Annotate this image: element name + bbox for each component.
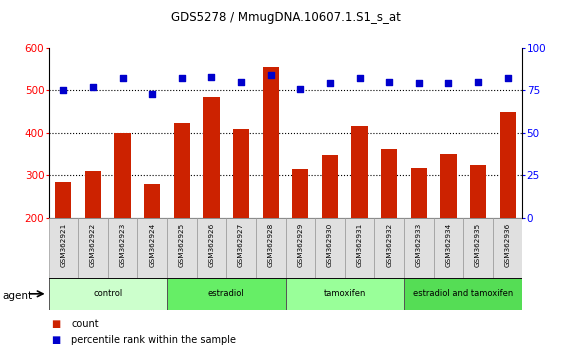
Bar (404, 218, 433, 278)
Bar (226, 218, 256, 278)
Bar (203, 97, 220, 218)
Bar (49, 278, 167, 310)
Text: control: control (93, 289, 122, 298)
Bar (167, 218, 196, 278)
Bar (411, 168, 427, 218)
Bar (433, 218, 463, 278)
Point (207, 74, 216, 80)
Bar (286, 218, 315, 278)
Text: GDS5278 / MmugDNA.10607.1.S1_s_at: GDS5278 / MmugDNA.10607.1.S1_s_at (171, 11, 400, 24)
Point (89, 84, 98, 90)
Bar (315, 218, 345, 278)
Point (59, 87, 68, 93)
Text: GSM362926: GSM362926 (208, 223, 215, 267)
Bar (167, 278, 286, 310)
Point (414, 81, 423, 86)
Bar (375, 218, 404, 278)
Text: GSM362932: GSM362932 (386, 223, 392, 267)
Bar (463, 218, 493, 278)
Text: estradiol: estradiol (208, 289, 244, 298)
Text: estradiol and tamoxifen: estradiol and tamoxifen (413, 289, 513, 298)
Bar (322, 155, 338, 218)
Bar (144, 184, 160, 218)
Bar (440, 154, 457, 218)
Bar (196, 218, 226, 278)
Text: GSM362934: GSM362934 (445, 223, 452, 267)
Text: GSM362923: GSM362923 (119, 223, 126, 267)
Bar (49, 218, 78, 278)
Text: GSM362933: GSM362933 (416, 223, 422, 267)
Point (148, 91, 157, 97)
Bar (263, 67, 279, 218)
Point (325, 81, 335, 86)
Bar (381, 149, 397, 218)
Text: GSM362935: GSM362935 (475, 223, 481, 267)
Point (296, 86, 305, 91)
Text: GSM362930: GSM362930 (327, 223, 333, 267)
Bar (493, 218, 522, 278)
Text: count: count (71, 319, 99, 329)
Text: GSM362936: GSM362936 (505, 223, 510, 267)
Text: ■: ■ (51, 335, 61, 345)
Bar (55, 182, 71, 218)
Text: agent: agent (3, 291, 33, 301)
Bar (114, 133, 131, 218)
Bar (256, 218, 286, 278)
Bar (286, 278, 404, 310)
Bar (351, 126, 368, 218)
Bar (78, 218, 108, 278)
Point (177, 75, 186, 81)
Text: GSM362928: GSM362928 (268, 223, 274, 267)
Bar (233, 129, 249, 218)
Bar (138, 218, 167, 278)
Bar (404, 278, 522, 310)
Text: GSM362922: GSM362922 (90, 223, 96, 267)
Text: percentile rank within the sample: percentile rank within the sample (71, 335, 236, 345)
Bar (292, 169, 308, 218)
Bar (174, 124, 190, 218)
Bar (345, 218, 375, 278)
Bar (85, 171, 101, 218)
Point (236, 79, 246, 85)
Point (444, 81, 453, 86)
Text: GSM362931: GSM362931 (356, 223, 363, 267)
Point (355, 75, 364, 81)
Text: GSM362921: GSM362921 (61, 223, 66, 267)
Point (385, 79, 394, 85)
Text: GSM362924: GSM362924 (149, 223, 155, 267)
Bar (470, 165, 486, 218)
Point (118, 75, 127, 81)
Point (473, 79, 482, 85)
Text: tamoxifen: tamoxifen (324, 289, 366, 298)
Bar (500, 112, 516, 218)
Point (266, 72, 275, 78)
Text: GSM362925: GSM362925 (179, 223, 185, 267)
Text: GSM362927: GSM362927 (238, 223, 244, 267)
Text: ■: ■ (51, 319, 61, 329)
Bar (108, 218, 138, 278)
Text: GSM362929: GSM362929 (297, 223, 303, 267)
Point (503, 75, 512, 81)
